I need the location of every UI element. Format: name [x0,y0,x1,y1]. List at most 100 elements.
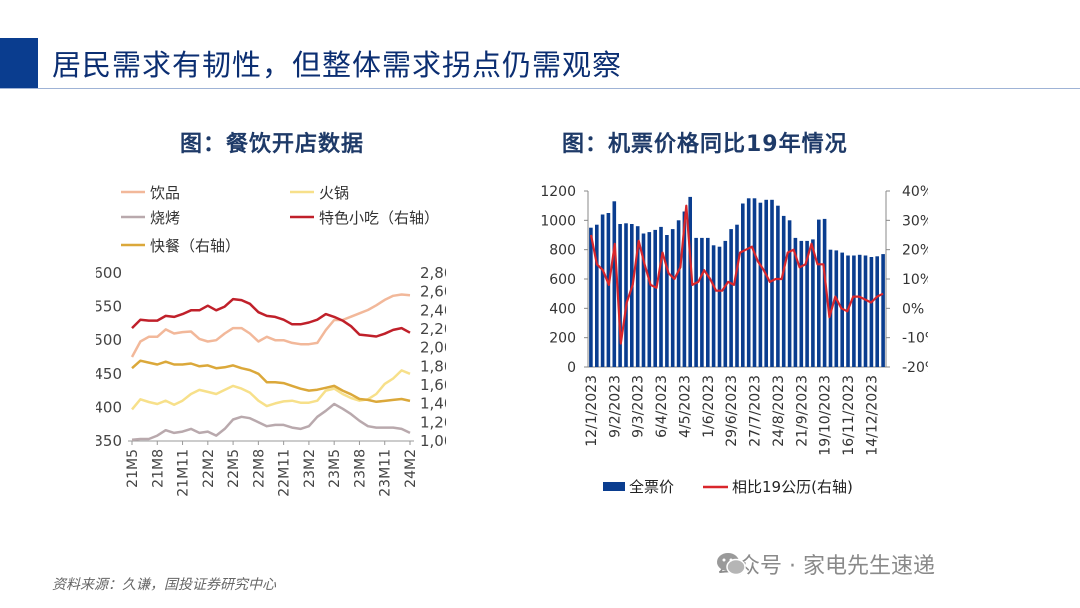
bar [787,220,792,367]
x-tick-label: 22M8 [251,449,267,488]
bar [589,227,593,367]
x-tick-label: 14/12/2023 [864,375,880,456]
series-line [131,359,411,404]
x-tick-label: 23M8 [352,449,368,488]
bar [869,257,874,367]
wechat-icon [717,553,746,576]
y-right-tick-label: 10% [902,272,928,288]
series-line [589,204,884,345]
bar [647,232,652,367]
bar [799,240,804,367]
y-right-tick-label: 1,000 [420,432,446,450]
y-right-tick-label: 0% [902,301,924,317]
x-tick-label: 16/11/2023 [841,375,857,456]
airfare-vs-2019-chart: 0 200 400 600 800 1000 1200 -20% -10% 0% 10% 20% 30%… [540,184,928,496]
x-tick-label: 4/5/2023 [677,375,693,438]
y-right-tick-label: -10% [902,331,928,347]
bar [857,254,862,367]
y-right-tick-label: 1,600 [420,376,446,394]
legend-label: 烧烤 [150,209,180,227]
x-tick-label: 21/9/2023 [794,375,810,447]
bar [764,199,768,367]
bar [641,233,646,367]
y-left-tick-label: 400 [549,301,576,317]
bar [694,237,698,367]
y-right-tick-label: 2,200 [420,320,446,338]
bar [665,235,669,367]
bar [688,196,692,367]
bar [776,205,780,367]
x-tick-label: 9/3/2023 [631,375,647,438]
y-right-tick-label: 1,800 [420,357,446,375]
y-left-tick-label: 550 [96,298,122,316]
bar [600,214,605,367]
bar [676,220,681,367]
bar [852,255,856,367]
x-tick-label: 6/4/2023 [654,375,670,438]
watermark: 公众号 · 家电先生速递 [716,548,935,580]
bar [834,250,839,367]
y-right-tick-label: 2,400 [420,301,446,319]
bar [770,199,774,367]
bar [746,198,751,367]
legend-label: 快餐（右轴） [150,237,240,255]
x-tick-label: 21M11 [176,449,192,497]
y-left-tick-label: 350 [96,432,122,450]
bar [700,237,704,367]
y-left-tick-label: 200 [549,331,576,347]
x-tick-label: 24/8/2023 [771,375,787,447]
y-right-tick-label: 2,800 [420,264,446,282]
bar [793,237,798,367]
bar [723,240,728,367]
y-right-tick-label: 2,000 [420,339,446,357]
bar [612,201,617,367]
x-tick-label: 29/6/2023 [724,375,740,447]
y-left-tick-label: 600 [549,272,576,288]
y-right-tick-label: 30% [902,213,928,229]
bar [805,240,809,367]
x-tick-label: 23M5 [327,449,343,488]
left-chart-title: 图：餐饮开店数据 [180,132,365,157]
y-left-tick-label: 1200 [540,184,576,200]
y-right-tick-label: 1,200 [420,413,446,431]
watermark-text: 公众号 · 家电先生速递 [716,554,935,579]
bar [729,229,733,367]
x-tick-label: 23M11 [378,449,394,497]
x-tick-label: 23M2 [302,449,318,488]
series-line [131,369,411,411]
x-tick-label: 1/6/2023 [701,375,717,438]
x-tick-label: 19/10/2023 [818,375,834,456]
y-right-tick-label: 40% [902,184,928,200]
legend-label: 饮品 [150,184,180,202]
bar [630,224,634,367]
y-right-tick-label: -20% [902,360,928,376]
legend-swatch [603,482,625,491]
y-right-tick-label: 2,600 [420,283,446,301]
bar [741,203,745,367]
bar [822,218,827,367]
y-left-tick-label: 800 [549,243,576,259]
bar [752,198,757,367]
y-right-tick-label: 20% [902,243,928,259]
y-left-tick-label: 450 [96,365,122,383]
series-line [131,402,411,441]
x-tick-label: 12/1/2023 [584,375,600,447]
bar [881,254,885,367]
title-divider [0,88,1080,89]
bar [682,211,687,367]
bar [635,226,640,367]
bar [717,246,722,367]
x-tick-label: 24M2 [403,449,419,488]
y-left-tick-label: 1000 [540,213,576,229]
bar [595,224,599,367]
source-note: 资料来源：久谦，国投证券研究中心 [52,577,276,593]
legend-label: 火锅 [319,184,349,202]
x-tick-label: 21M8 [150,449,166,488]
y-left-tick-label: 600 [96,264,122,282]
legend-label: 相比19公历(右轴) [732,478,853,496]
y-left-tick-label: 0 [567,360,576,376]
bar [735,224,739,367]
bar [653,229,657,367]
bar [828,249,833,367]
bar [758,202,763,367]
